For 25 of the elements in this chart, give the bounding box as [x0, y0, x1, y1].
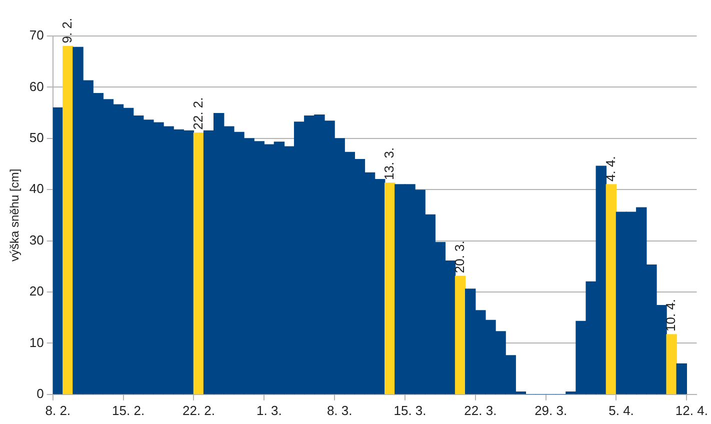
x-tick-label: 8. 2.: [45, 402, 71, 418]
annotation: 20. 3.: [452, 240, 467, 274]
annotation: 13. 3.: [381, 147, 396, 180]
annotation: 9. 2.: [60, 18, 75, 44]
y-tick-label: 10: [29, 334, 44, 350]
annotation: 10. 4.: [663, 298, 678, 332]
annotation: 4. 4.: [602, 156, 618, 182]
y-tick-label: 20: [29, 284, 44, 299]
y-axis-title: výška sněhu [cm]: [8, 168, 22, 262]
x-tick-label: 8. 3.: [326, 402, 352, 418]
x-tick-label: 29. 3.: [534, 402, 568, 418]
y-tick-label: 50: [29, 130, 44, 145]
y-tick-label: 60: [29, 78, 44, 94]
x-tick-label: 1. 3.: [256, 402, 282, 418]
x-tick-label: 22. 3.: [464, 402, 497, 418]
x-tick-label: 15. 2.: [112, 402, 145, 418]
x-tick-label: 12. 4.: [675, 402, 708, 418]
y-tick-label: 70: [29, 28, 44, 43]
x-tick-label: 15. 3.: [394, 402, 426, 418]
y-tick-label: 30: [29, 232, 44, 248]
x-tick-label: 5. 4.: [608, 402, 634, 418]
y-tick-label: 40: [29, 181, 44, 196]
annotation: 22. 2.: [190, 97, 206, 130]
y-tick-label: 0: [36, 386, 44, 401]
x-tick-label: 22. 2.: [182, 402, 215, 418]
